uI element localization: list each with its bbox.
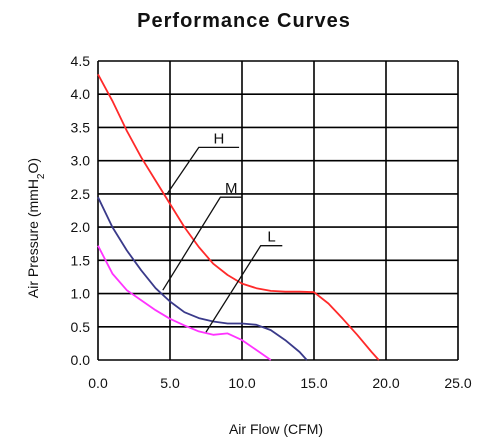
- x-tick-label: 10.0: [228, 375, 255, 391]
- annotation-leader-h: [166, 146, 240, 195]
- curve-annotations: H M L: [162, 130, 283, 333]
- x-tick-label: 0.0: [88, 375, 108, 391]
- y-tick-label: 2.5: [71, 186, 91, 202]
- grid: [97, 60, 459, 361]
- y-tick-label: 1.0: [71, 286, 91, 302]
- chart-title: Performance Curves: [137, 10, 351, 32]
- y-tick-label: 0.5: [71, 319, 91, 335]
- tick-labels: 0.0 5.0 10.0 15.0 20.0 25.0 0.0 0.5 1.0 1.5 2.0 2.5…: [71, 53, 472, 391]
- y-tick-label: 4.0: [71, 86, 91, 102]
- series-line-h: [97, 73, 380, 361]
- y-axis-label: Air Pressure (mmH2O): [25, 158, 47, 298]
- y-tick-label: 3.0: [71, 153, 91, 169]
- annotation-label-m: M: [225, 180, 238, 197]
- y-tick-label: 3.5: [71, 119, 91, 135]
- y-tick-label: 0.0: [71, 352, 91, 368]
- x-tick-label: 5.0: [160, 375, 180, 391]
- annotation-leader-l: [205, 245, 283, 333]
- annotation-leader-m: [162, 196, 242, 291]
- x-tick-label: 20.0: [372, 375, 399, 391]
- series-lines: [97, 73, 380, 361]
- series-line-l: [97, 245, 272, 361]
- y-tick-label: 2.0: [71, 219, 91, 235]
- y-tick-label: 4.5: [71, 53, 91, 69]
- annotation-label-l: L: [267, 229, 275, 246]
- x-axis-label: Air Flow (CFM): [229, 421, 323, 437]
- x-tick-label: 25.0: [444, 375, 471, 391]
- series-line-m: [97, 196, 308, 361]
- y-tick-label: 1.5: [71, 252, 91, 268]
- annotation-label-h: H: [214, 130, 225, 147]
- x-tick-label: 15.0: [300, 375, 327, 391]
